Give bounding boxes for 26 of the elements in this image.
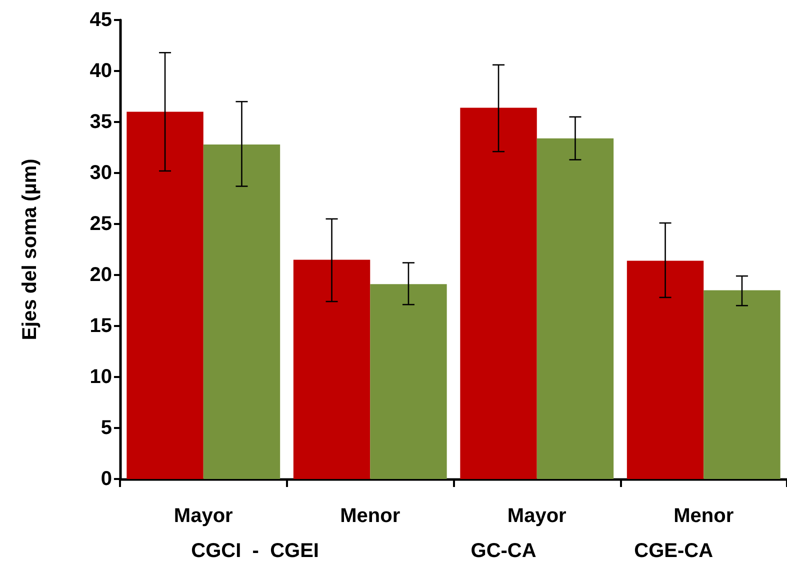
- bar: [704, 290, 780, 479]
- y-tick-label: 30: [90, 162, 112, 184]
- y-tick-label: 25: [90, 213, 112, 235]
- y-tick-label: 0: [100, 468, 112, 490]
- y-tick-label: 35: [90, 111, 112, 133]
- text: CGE-CA: [634, 540, 714, 562]
- x-tick-label: Mayor: [174, 505, 234, 527]
- bar: [293, 260, 370, 479]
- y-tick-label: 20: [90, 264, 112, 286]
- y-tick-label: 5: [100, 417, 112, 439]
- text: GC-CA: [470, 540, 536, 562]
- y-tick-label: 40: [90, 60, 112, 82]
- y-axis-title: Ejes del soma (µm): [19, 158, 41, 340]
- x-tick-label: Mayor: [507, 505, 567, 527]
- text: CGCI - CGEI: [191, 540, 319, 562]
- x-tick-label: Menor: [674, 505, 734, 527]
- bar: [370, 284, 447, 479]
- y-tick-label: 15: [90, 315, 112, 337]
- y-tick-label: 10: [90, 366, 112, 388]
- x-tick-label: Menor: [340, 505, 400, 527]
- bar: [126, 112, 204, 479]
- bar: [460, 108, 537, 479]
- bar: [536, 138, 614, 479]
- bar: [203, 144, 280, 479]
- y-tick-label: 45: [90, 9, 112, 31]
- bar: [626, 260, 704, 479]
